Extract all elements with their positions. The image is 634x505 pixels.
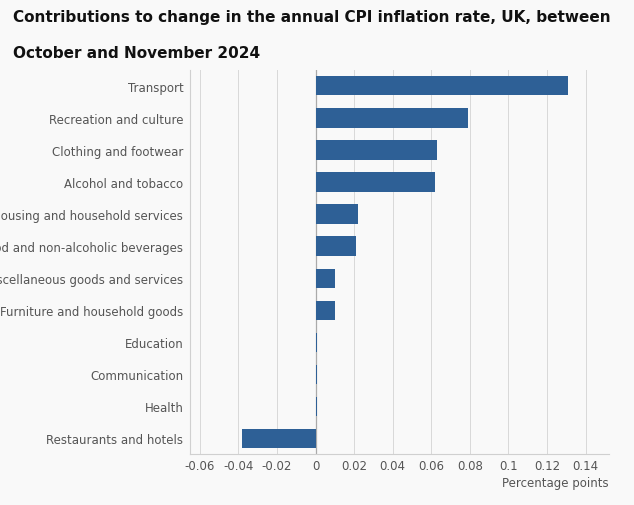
Bar <box>316 301 335 320</box>
Bar <box>316 109 468 128</box>
X-axis label: Percentage points: Percentage points <box>502 477 609 489</box>
Bar <box>316 333 318 352</box>
Bar <box>316 173 435 192</box>
Bar <box>316 141 437 160</box>
Bar <box>316 269 335 288</box>
Bar <box>242 429 316 448</box>
Bar <box>316 397 318 416</box>
Bar <box>316 77 568 96</box>
Text: October and November 2024: October and November 2024 <box>13 45 260 61</box>
Bar <box>316 237 356 256</box>
Bar <box>316 205 358 224</box>
Text: Contributions to change in the annual CPI inflation rate, UK, between: Contributions to change in the annual CP… <box>13 10 611 25</box>
Bar <box>316 365 318 384</box>
